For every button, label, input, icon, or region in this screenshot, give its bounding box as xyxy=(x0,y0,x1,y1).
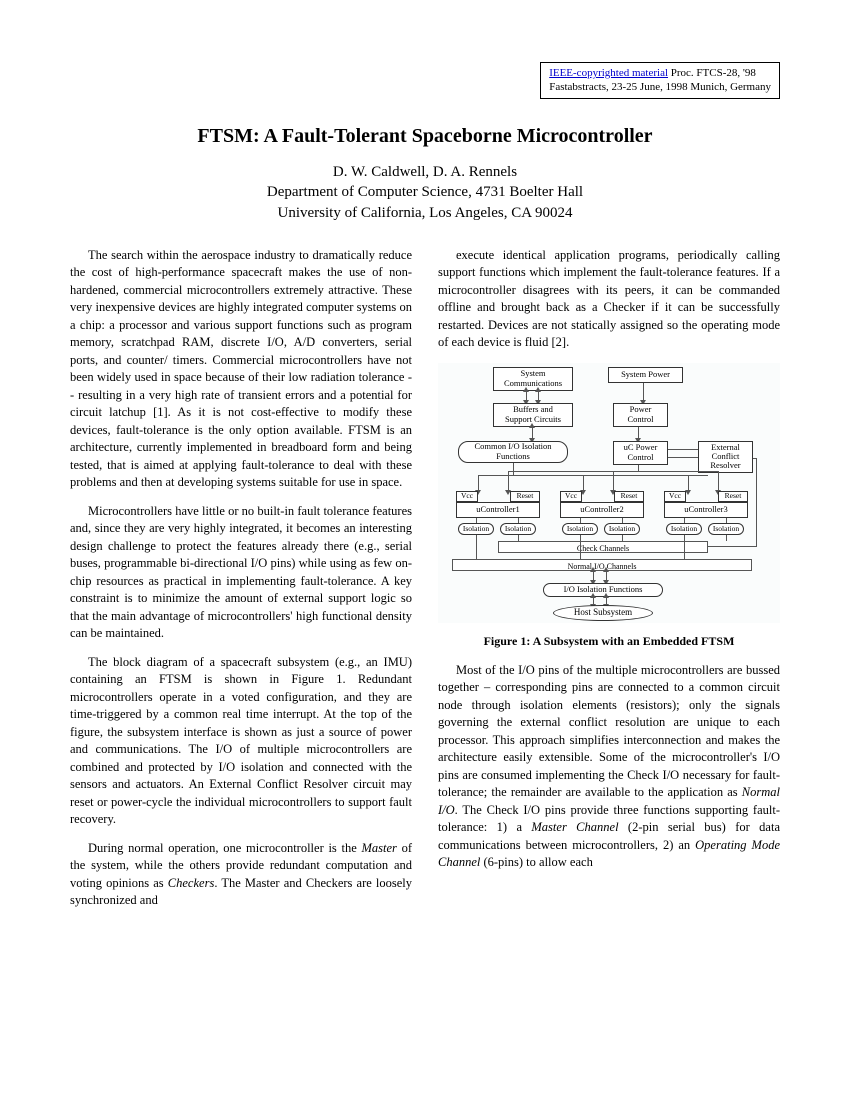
uc3-reset: Reset xyxy=(718,491,748,502)
uc3-iso2: Isolation xyxy=(708,523,744,535)
para-5: execute identical application programs, … xyxy=(438,247,780,352)
uc2-iso1: Isolation xyxy=(562,523,598,535)
uc3-vcc: Vcc xyxy=(664,491,686,502)
figure-1: SystemCommunications System Power Buffer… xyxy=(438,363,780,623)
box-syscom: SystemCommunications xyxy=(493,367,573,391)
body-columns: The search within the aerospace industry… xyxy=(70,247,780,921)
uc2-reset: Reset xyxy=(614,491,644,502)
box-commonio: Common I/O IsolationFunctions xyxy=(458,441,568,463)
authors-names: D. W. Caldwell, D. A. Rennels xyxy=(333,164,517,180)
block-diagram: SystemCommunications System Power Buffer… xyxy=(438,363,780,623)
box-powerctrl: PowerControl xyxy=(613,403,668,427)
paper-title: FTSM: A Fault-Tolerant Spaceborne Microc… xyxy=(70,125,780,148)
authors-dept: Department of Computer Science, 4731 Boe… xyxy=(267,184,583,200)
column-right: execute identical application programs, … xyxy=(438,247,780,921)
uc1-vcc: Vcc xyxy=(456,491,478,502)
para-3: The block diagram of a spacecraft subsys… xyxy=(70,654,412,829)
para-6: Most of the I/O pins of the multiple mic… xyxy=(438,662,780,872)
authors-univ: University of California, Los Angeles, C… xyxy=(278,205,573,221)
uc1-reset: Reset xyxy=(510,491,540,502)
uc3-iso1: Isolation xyxy=(666,523,702,535)
column-left: The search within the aerospace industry… xyxy=(70,247,412,921)
para-1: The search within the aerospace industry… xyxy=(70,247,412,492)
uc2-iso2: Isolation xyxy=(604,523,640,535)
box-uc1: uController1 xyxy=(456,502,540,518)
box-uc2: uController2 xyxy=(560,502,644,518)
figure1-caption: Figure 1: A Subsystem with an Embedded F… xyxy=(438,633,780,650)
uc2-vcc: Vcc xyxy=(560,491,582,502)
box-uc3: uController3 xyxy=(664,502,748,518)
author-block: D. W. Caldwell, D. A. Rennels Department… xyxy=(70,162,780,223)
uc1-iso1: Isolation xyxy=(458,523,494,535)
check-channels-bar: Check Channels xyxy=(498,541,708,553)
normalio-bar: Normal I/O Channels xyxy=(452,559,752,571)
box-extconf: ExternalConflictResolver xyxy=(698,441,753,473)
copyright-link[interactable]: IEEE-copyrighted material xyxy=(549,67,668,79)
box-ucpower: uC PowerControl xyxy=(613,441,668,465)
copyright-proc: Proc. FTCS-28, '98 xyxy=(668,67,756,79)
para-2: Microcontrollers have little or no built… xyxy=(70,503,412,643)
copyright-box: IEEE-copyrighted material Proc. FTCS-28,… xyxy=(540,62,780,99)
uc1-iso2: Isolation xyxy=(500,523,536,535)
box-syspower: System Power xyxy=(608,367,683,383)
copyright-line2: Fastabstracts, 23-25 June, 1998 Munich, … xyxy=(549,81,771,93)
host-oval: Host Subsystem xyxy=(553,605,653,621)
para-4: During normal operation, one microcontro… xyxy=(70,840,412,910)
